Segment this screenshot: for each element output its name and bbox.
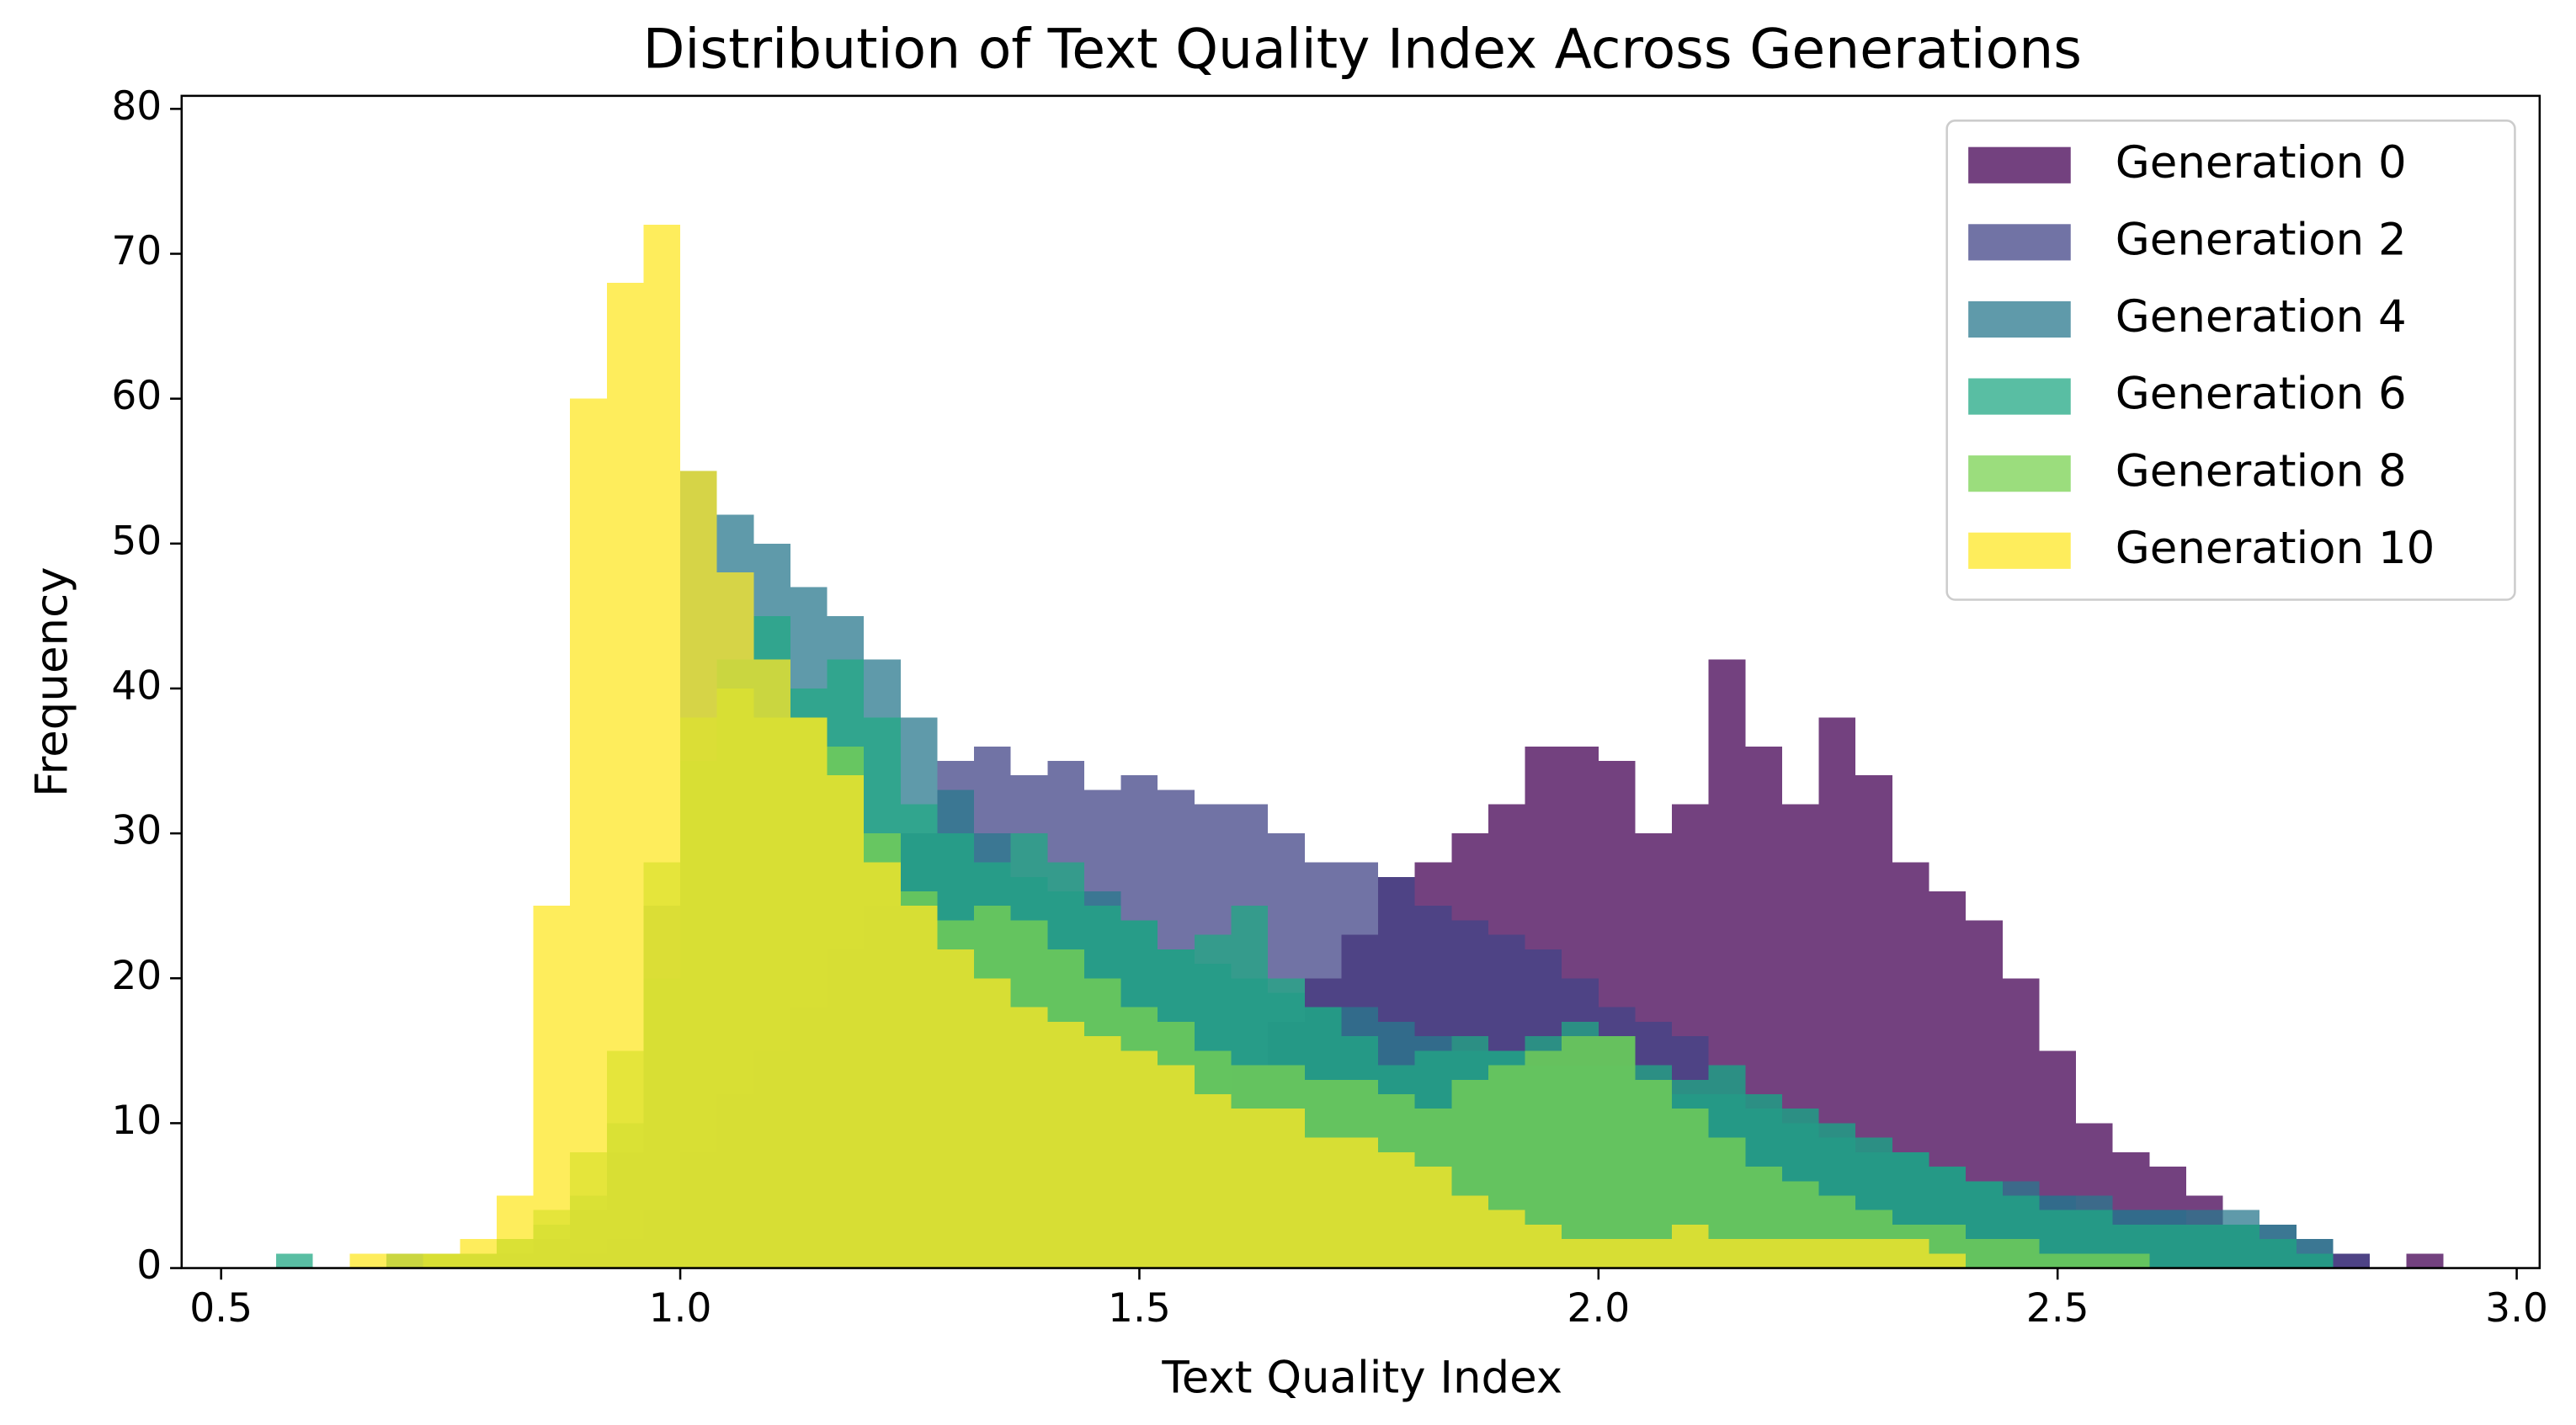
bar: [1672, 1224, 1709, 1268]
bar: [827, 775, 865, 1268]
legend-label: Generation 4: [2116, 291, 2407, 343]
bar: [864, 862, 901, 1268]
bar: [276, 1253, 313, 1268]
bar: [606, 282, 644, 1268]
bar: [460, 1239, 497, 1268]
bar: [1231, 1109, 1269, 1268]
bar: [496, 1195, 534, 1268]
x-tick-label: 0.5: [189, 1285, 253, 1332]
legend-swatch: [1968, 378, 2071, 415]
bar: [533, 906, 571, 1268]
x-tick-label: 3.0: [2485, 1285, 2548, 1332]
bar: [790, 717, 828, 1268]
legend-swatch: [1968, 146, 2071, 183]
bar: [937, 949, 975, 1268]
chart-title: Distribution of Text Quality Index Acros…: [643, 18, 2082, 81]
bar: [1781, 1239, 1819, 1268]
y-tick-label: 0: [136, 1242, 162, 1289]
bar: [753, 659, 790, 1268]
bar: [2259, 1239, 2297, 1268]
bar: [1818, 1239, 1856, 1268]
legend-label: Generation 8: [2116, 445, 2407, 497]
axes: 0.5 1.0 1.5 2.0 2.5 3.0 0 10 20 30 40 50 60 70 80: [111, 83, 2548, 1332]
bar: [1708, 1239, 1746, 1268]
bar: [2076, 1253, 2113, 1268]
bar: [1635, 1239, 1673, 1268]
bar: [1083, 1036, 1121, 1268]
x-axis-label: Text Quality Index: [1161, 1353, 1562, 1404]
bar: [1120, 1050, 1158, 1268]
bar: [2039, 1253, 2077, 1268]
legend-label: Generation 2: [2116, 214, 2407, 265]
bar: [2333, 1253, 2371, 1268]
bar: [1047, 1021, 1084, 1268]
bar: [900, 906, 938, 1268]
legend-box: [1945, 120, 2516, 601]
y-tick-label: 40: [111, 662, 162, 709]
bar: [1745, 1239, 1782, 1268]
bar: [2002, 1239, 2040, 1268]
bar: [1268, 1109, 1305, 1268]
legend-label: Generation 6: [2116, 369, 2407, 420]
bar: [643, 225, 681, 1268]
x-tick-label: 2.0: [1567, 1285, 1630, 1332]
bar: [1341, 1137, 1379, 1268]
legend-swatch: [1968, 224, 2071, 261]
bar: [680, 471, 717, 1268]
bar: [1929, 1253, 1967, 1268]
bar: [1892, 1239, 1929, 1268]
x-tick-label: 1.0: [649, 1285, 712, 1332]
bar: [1414, 1167, 1452, 1268]
bar: [2112, 1253, 2150, 1268]
y-tick-label: 20: [111, 953, 162, 999]
plot-frame: [180, 94, 2541, 1269]
bar: [716, 572, 754, 1268]
y-tick-label: 80: [111, 83, 162, 130]
x-tick-label: 1.5: [1108, 1285, 1171, 1332]
bar: [1378, 1151, 1415, 1268]
bar: [423, 1253, 460, 1268]
legend-label: Generation 10: [2116, 523, 2435, 574]
bar: [2149, 1224, 2186, 1268]
bar: [1304, 1137, 1342, 1268]
bar: [570, 398, 607, 1268]
bars: [276, 225, 2444, 1268]
bar: [974, 978, 1011, 1268]
y-tick-label: 30: [111, 808, 162, 854]
x-tick-label: 2.5: [2026, 1285, 2089, 1332]
bar: [1010, 1007, 1048, 1268]
bar: [1488, 1210, 1525, 1268]
bar: [2406, 1253, 2444, 1268]
legend-label: Generation 0: [2116, 137, 2407, 189]
bar: [1635, 1079, 1673, 1268]
bar: [1194, 1093, 1232, 1268]
bar: [1598, 1036, 1636, 1268]
bar: [2296, 1253, 2334, 1268]
bar: [1158, 1065, 1195, 1268]
bar: [1855, 1239, 1892, 1268]
legend: Generation 0 Generation 2 Generation 4 Gene…: [1945, 120, 2516, 601]
y-tick-label: 50: [111, 518, 162, 564]
y-tick-label: 60: [111, 373, 162, 419]
y-axis-label: Frequency: [26, 566, 77, 797]
bar: [2222, 1224, 2260, 1268]
bar: [349, 1253, 387, 1268]
legend-swatch: [1968, 532, 2071, 569]
bar: [2185, 1224, 2223, 1268]
bar: [1525, 1224, 1562, 1268]
legend-swatch: [1968, 455, 2071, 492]
bar: [1562, 1036, 1599, 1268]
legend-swatch: [1968, 300, 2071, 338]
y-tick-label: 10: [111, 1098, 162, 1144]
bar: [1451, 1195, 1488, 1268]
y-tick-label: 70: [111, 228, 162, 274]
bar: [1966, 1239, 2003, 1268]
bar: [1598, 1239, 1636, 1268]
bar: [1562, 1239, 1599, 1268]
bar: [386, 1253, 423, 1268]
